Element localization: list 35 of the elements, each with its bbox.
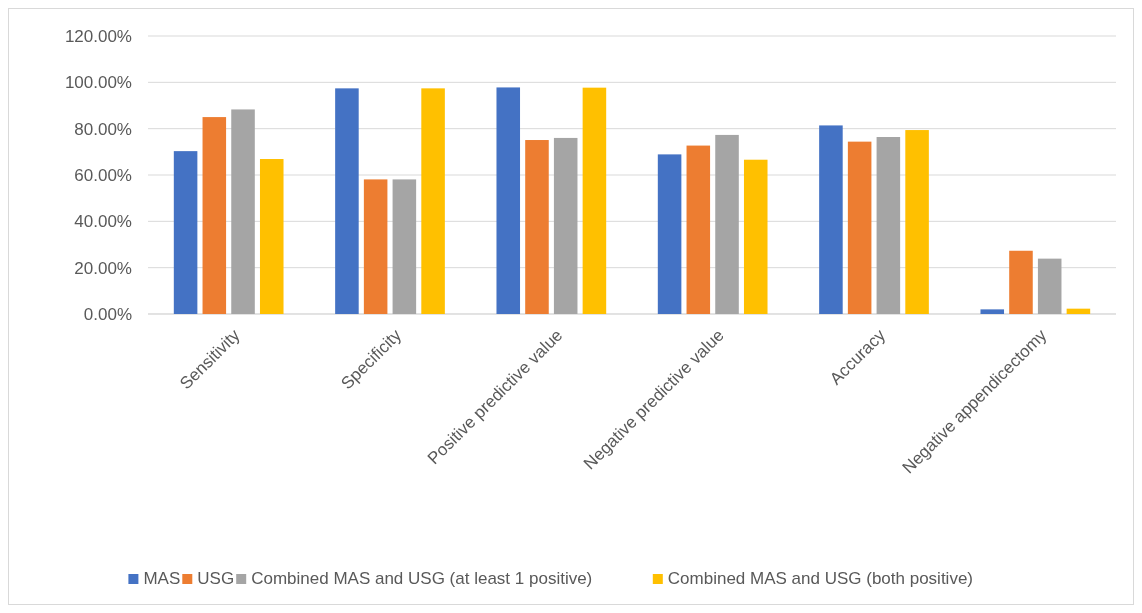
bar (553, 137, 578, 314)
bar (421, 88, 445, 314)
bar (1037, 258, 1062, 314)
bar (335, 88, 359, 314)
y-tick-label: 80.00% (74, 119, 132, 139)
legend-label: MAS (143, 569, 181, 588)
y-tick-label: 20.00% (74, 258, 132, 278)
bar (905, 130, 929, 314)
bar (743, 159, 768, 314)
bar (715, 134, 739, 314)
legend-label: Combined MAS and USG (at least 1 positive) (251, 569, 593, 588)
bar (363, 179, 388, 314)
bar (1009, 250, 1033, 314)
y-tick-label: 40.00% (74, 212, 132, 232)
bar (496, 87, 521, 314)
bar (819, 125, 843, 314)
bar (686, 145, 711, 314)
legend-label: USG (197, 569, 235, 588)
y-tick-label: 0.00% (83, 304, 132, 324)
bar (231, 109, 255, 314)
bar (657, 154, 682, 314)
y-tick-label: 100.00% (64, 73, 132, 93)
bar (1066, 308, 1091, 314)
legend-label: Combined MAS and USG (both positive) (667, 569, 973, 588)
bar (876, 137, 901, 314)
bar (847, 141, 872, 314)
y-tick-label: 60.00% (74, 165, 132, 185)
bar (980, 309, 1005, 314)
bar (259, 159, 284, 314)
bar (202, 117, 227, 314)
bar (173, 151, 198, 314)
bar (582, 87, 607, 314)
y-tick-label: 120.00% (64, 26, 132, 46)
bar (392, 179, 417, 314)
bar (525, 140, 549, 314)
